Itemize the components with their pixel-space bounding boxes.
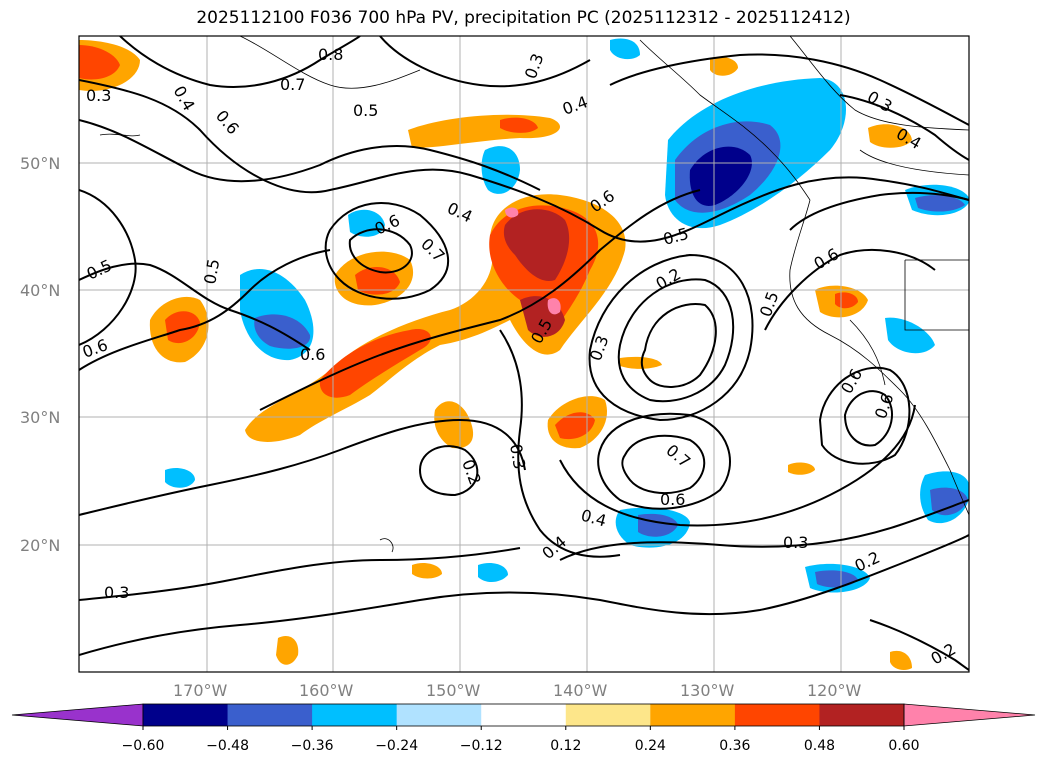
- positive-area: [890, 650, 912, 670]
- gridlines: [79, 36, 969, 672]
- contour-label: 0.2: [653, 264, 685, 293]
- positive-area: [276, 635, 299, 665]
- colorbar-frame: [142, 703, 905, 727]
- lon-label: 140°W: [553, 681, 608, 700]
- map-title: 2025112100 F036 700 hPa PV, precipitatio…: [196, 8, 851, 28]
- contour-label: 0.5: [661, 224, 691, 249]
- contour-label: 0.7: [280, 75, 305, 94]
- latitude-labels: 50°N 40°N 30°N 20°N: [20, 154, 60, 555]
- positive-area: [710, 56, 738, 76]
- map-frame: [78, 35, 970, 673]
- colorbar-segment: [481, 704, 567, 726]
- contour-label: 0.3: [521, 51, 548, 81]
- lon-label: 130°W: [680, 681, 735, 700]
- positive-area: [555, 412, 595, 440]
- colorbar-tick-label: −0.24: [375, 738, 418, 754]
- lon-label: 170°W: [173, 681, 228, 700]
- negative-area: [815, 570, 858, 588]
- negative-area: [481, 146, 520, 194]
- contour-label: 0.5: [84, 256, 115, 284]
- negative-area: [610, 38, 640, 60]
- colorbar-segment: [396, 704, 482, 726]
- lat-label: 50°N: [20, 154, 60, 173]
- colorbar-segment: [565, 704, 651, 726]
- positive-area: [165, 311, 200, 344]
- lon-label: 160°W: [299, 681, 354, 700]
- contour-label: 0.6: [212, 106, 243, 138]
- colorbar-segment: [734, 704, 820, 726]
- positive-area: [434, 401, 474, 449]
- contour-label: 0.5: [756, 289, 783, 319]
- contour-label: 0.3: [506, 442, 529, 470]
- colorbar-segment: [312, 704, 398, 726]
- colorbar-tick-label: 0.12: [550, 738, 581, 754]
- negative-area: [165, 468, 195, 488]
- positive-area: [408, 114, 560, 148]
- positive-area: [868, 124, 912, 148]
- negative-area: [885, 317, 935, 354]
- colorbar-segment: [819, 704, 905, 726]
- negative-area: [478, 563, 508, 583]
- lat-label: 40°N: [20, 281, 60, 300]
- contour-label: 0.7: [417, 234, 448, 265]
- positive-area: [547, 298, 561, 315]
- colorbar-tick-label: 0.24: [635, 738, 666, 754]
- negative-area: [930, 487, 968, 516]
- colorbar-segment: [143, 704, 229, 726]
- positive-area: [355, 266, 400, 295]
- positive-area: [412, 563, 442, 579]
- colorbar-extend-min: [11, 703, 144, 727]
- lon-label: 120°W: [807, 681, 862, 700]
- contour-label: 0.5: [353, 101, 378, 120]
- contour-label: 0.4: [444, 198, 475, 226]
- colorbar-tick-label: 0.48: [804, 738, 835, 754]
- colorbar-tick-label: −0.60: [122, 738, 165, 754]
- contour-label: 0.6: [80, 335, 110, 362]
- contour-label: 0.2: [458, 457, 485, 487]
- colorbar: [11, 703, 1036, 727]
- contour-label: 0.5: [200, 257, 223, 285]
- pv-contours: [79, 36, 969, 671]
- precipitation-shading: [79, 38, 969, 670]
- colorbar-extend-max: [903, 703, 1036, 727]
- longitude-labels: 170°W 160°W 150°W 140°W 130°W 120°W: [173, 681, 862, 700]
- colorbar-segment: [227, 704, 313, 726]
- positive-area: [505, 207, 519, 218]
- colorbar-tick-label: −0.48: [206, 738, 249, 754]
- contour-label: 0.3: [783, 533, 808, 552]
- contour-label: 0.2: [928, 639, 960, 668]
- coastlines: [99, 36, 969, 553]
- contour-label: 0.4: [579, 506, 609, 531]
- contour-label: 0.4: [560, 92, 590, 119]
- positive-area: [503, 209, 570, 281]
- colorbar-tick-label: 0.60: [888, 738, 919, 754]
- negative-area: [915, 195, 965, 212]
- colorbar-tick-label: −0.36: [291, 738, 334, 754]
- contour-label: 0.7: [662, 441, 694, 472]
- colorbar-tick-label: −0.12: [460, 738, 503, 754]
- colorbar-segment: [650, 704, 736, 726]
- positive-area: [788, 462, 815, 475]
- contour-label: 0.3: [104, 583, 129, 602]
- lat-label: 30°N: [20, 408, 60, 427]
- contour-label: 0.6: [811, 244, 843, 273]
- colorbar-labels: −0.60 −0.48 −0.36 −0.24 −0.12 0.12 0.24 0.36 0.4…: [122, 726, 920, 754]
- lat-label: 20°N: [20, 536, 60, 555]
- lon-label: 150°W: [426, 681, 481, 700]
- contour-label: 0.6: [660, 490, 685, 509]
- contour-label: 0.6: [300, 345, 325, 364]
- positive-area: [500, 117, 538, 133]
- contour-label: 0.8: [318, 45, 343, 64]
- colorbar-tick-label: 0.36: [719, 738, 750, 754]
- positive-area: [79, 45, 120, 80]
- negative-area: [689, 146, 752, 206]
- contour-label: 0.3: [86, 86, 111, 105]
- contour-label: 0.3: [586, 333, 613, 363]
